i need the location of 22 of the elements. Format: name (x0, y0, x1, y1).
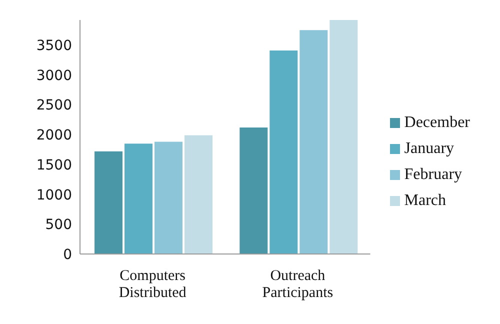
bar (184, 135, 213, 254)
legend-label: March (404, 192, 446, 209)
x-tick-label: Outreach Participants (262, 268, 334, 301)
bar (94, 151, 123, 254)
bar (124, 144, 153, 254)
bar (330, 20, 358, 254)
legend-label: January (404, 140, 454, 157)
y-tick-label: 0 (63, 246, 72, 263)
bar (300, 30, 328, 254)
y-tick-label: 3000 (36, 68, 72, 84)
bar (240, 127, 268, 254)
y-tick-label: 1000 (36, 187, 72, 204)
bar (270, 50, 298, 254)
legend-label: December (404, 114, 470, 131)
y-tick-label: 500 (45, 217, 72, 234)
bar (154, 142, 183, 254)
y-tick-label: 3500 (36, 38, 72, 54)
y-tick-label: 2500 (36, 98, 72, 114)
y-tick-label: 1500 (36, 157, 72, 174)
y-tick-label: 2000 (36, 128, 72, 144)
x-tick-label: Computers Distributed (118, 268, 187, 301)
legend-label: February (404, 166, 462, 183)
